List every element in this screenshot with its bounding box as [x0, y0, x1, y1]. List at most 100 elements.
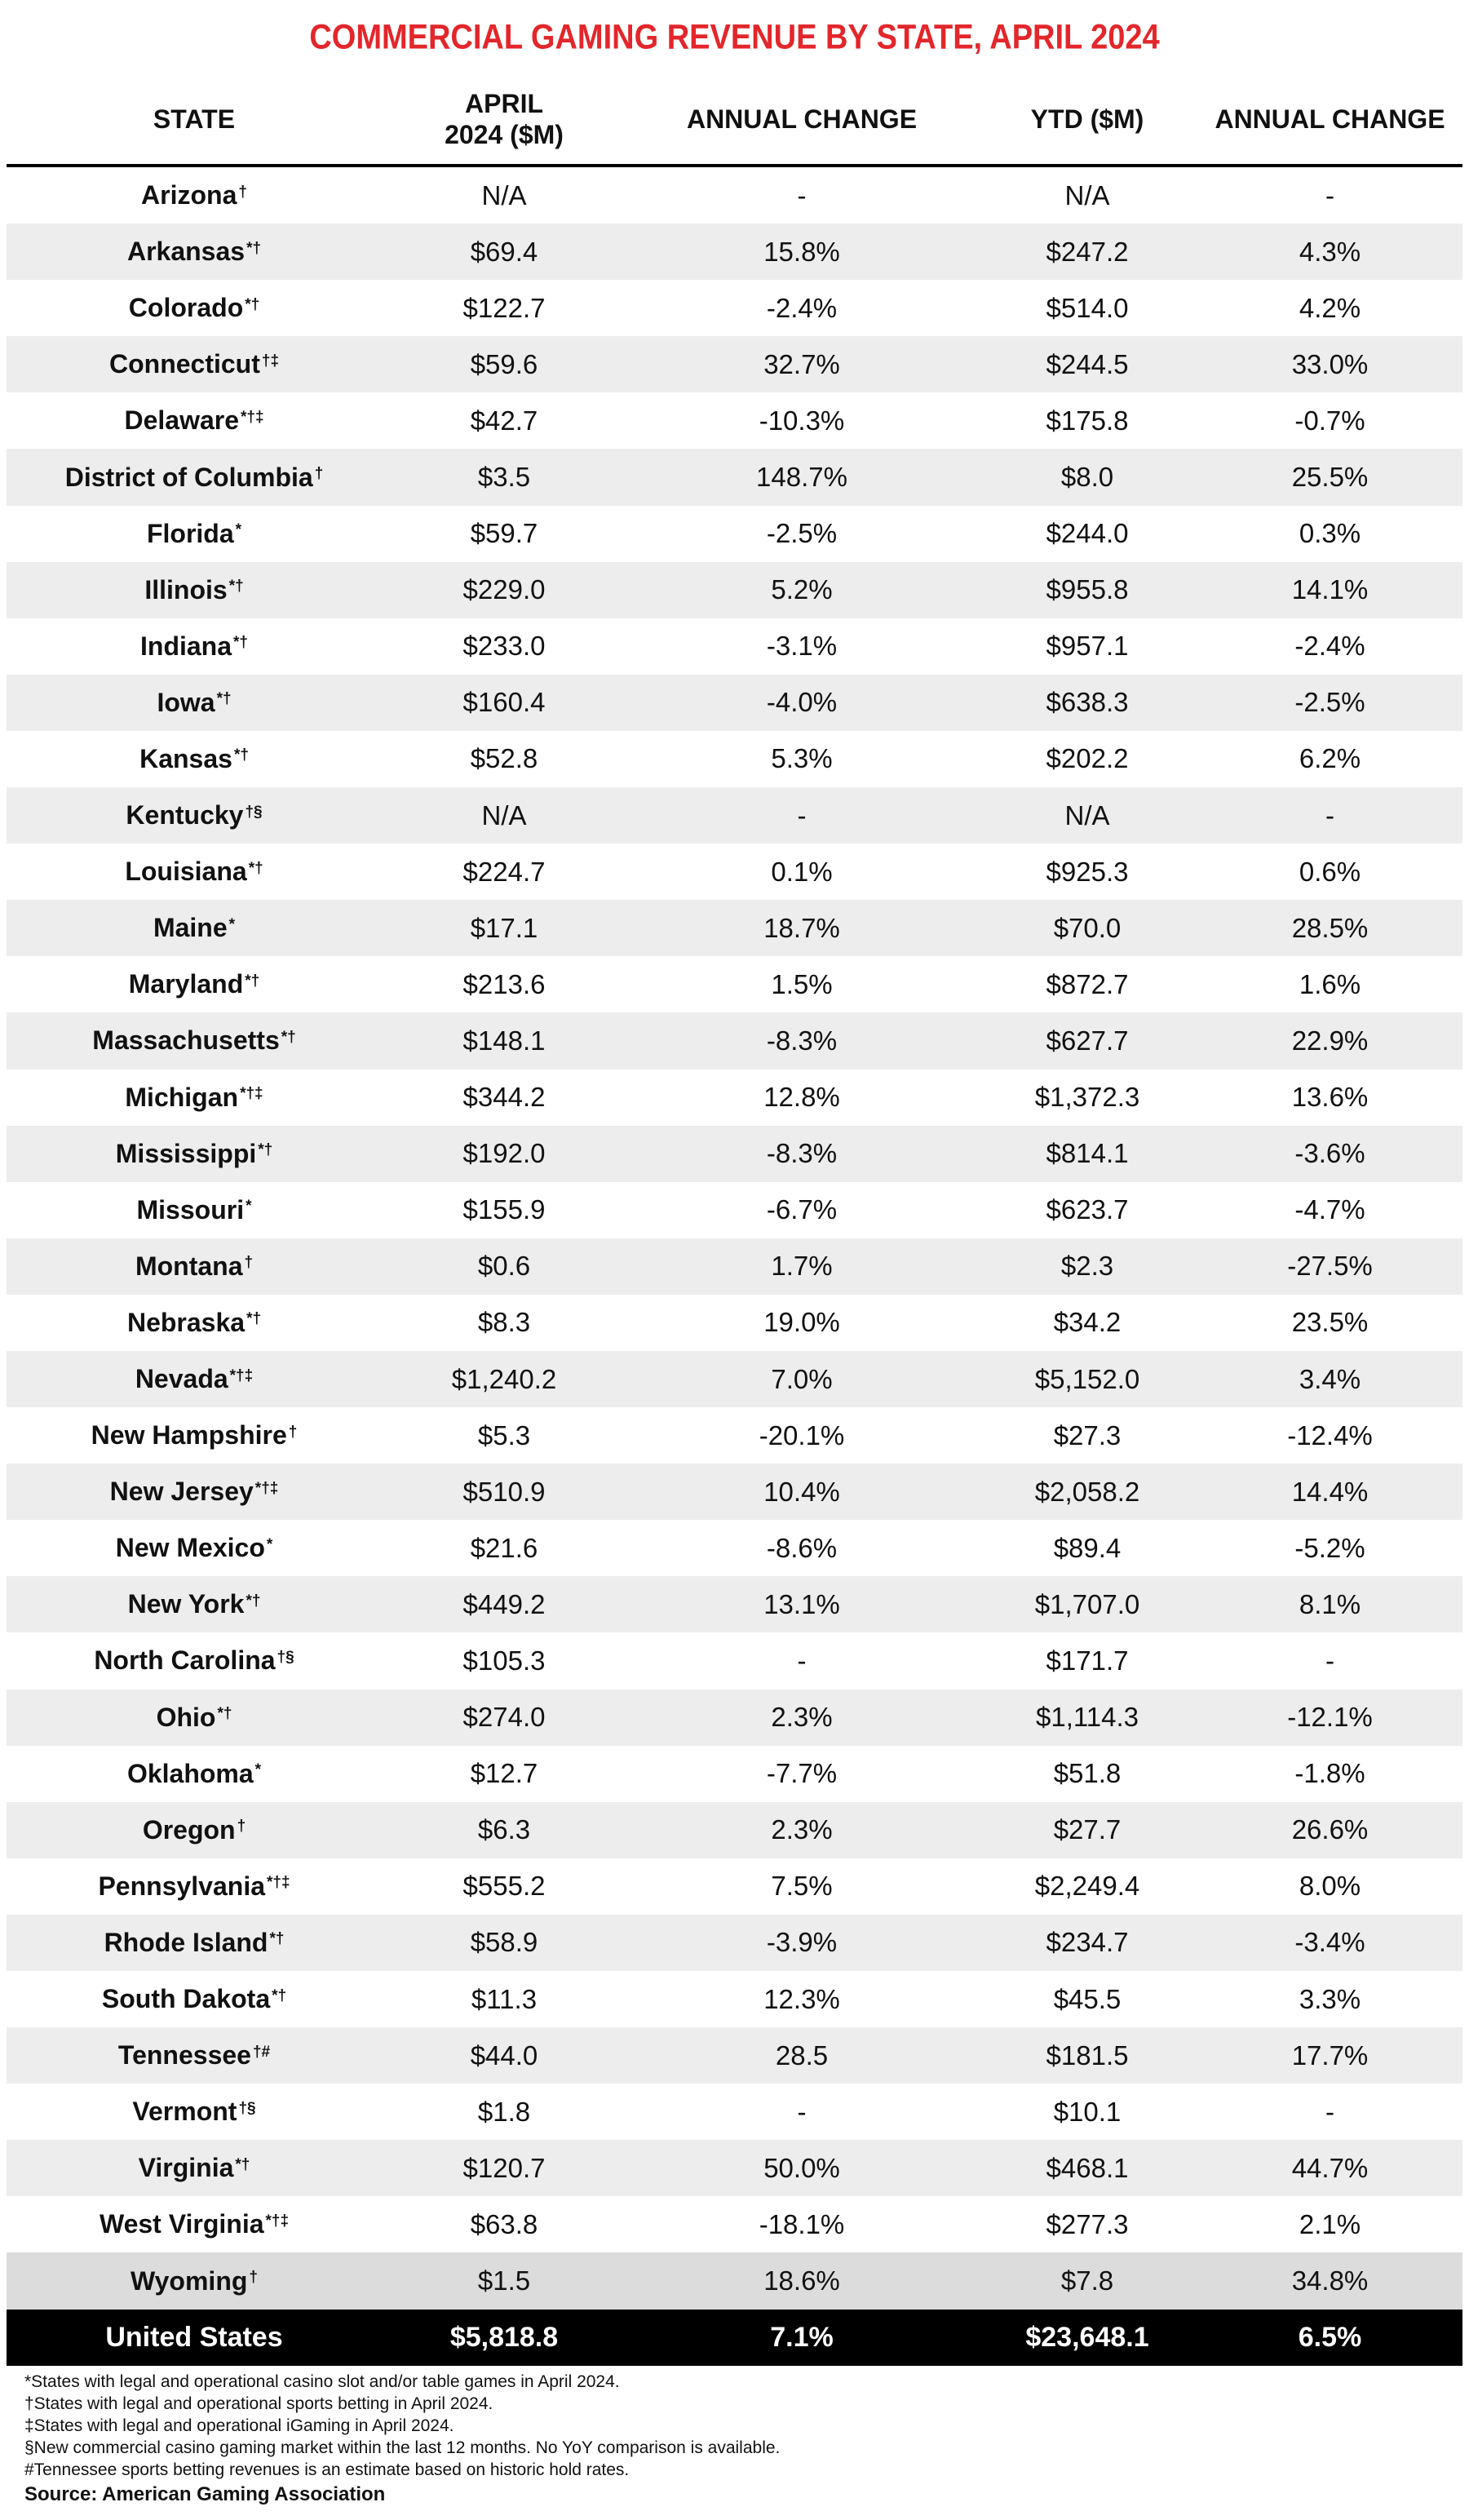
ytd-revenue-cell: $1,114.3: [1035, 1702, 1139, 1733]
state-cell: Tennessee †#: [7, 2027, 382, 2084]
state-cell: Arkansas *†: [7, 224, 382, 280]
table-row: Nebraska *† $8.3 19.0% $34.2 23.5%: [7, 1295, 1462, 1351]
state-name: Ohio: [156, 1702, 216, 1732]
state-name: District of Columbia: [64, 462, 313, 492]
ytd-revenue-cell: $234.7: [1046, 1927, 1129, 1958]
ytd-change-cell: 1.6%: [1299, 968, 1361, 999]
ytd-revenue-cell: $925.3: [1046, 856, 1129, 887]
table-row: Kansas *† $52.8 5.3% $202.2 6.2%: [7, 731, 1462, 787]
table-row: Florida * $59.7 -2.5% $244.0 0.3%: [7, 506, 1462, 562]
state-cell: Maine *: [7, 900, 382, 956]
ytd-revenue-cell: $7.8: [1060, 2265, 1114, 2296]
table-row: Wyoming † $1.5 18.6% $7.8 34.8%: [7, 2252, 1462, 2310]
footnote-marks: †: [238, 183, 247, 201]
april-revenue-cell: $8.3: [477, 1307, 531, 1338]
april-change-cell: -: [797, 1645, 807, 1676]
state-name: Nevada: [135, 1364, 228, 1394]
april-change-cell: 5.2%: [771, 574, 833, 605]
footnote-marks: †: [288, 1423, 298, 1441]
state-cell: District of Columbia †: [7, 449, 382, 505]
state-name: New Mexico: [115, 1533, 265, 1563]
footnote-marks: *†‡: [265, 2212, 290, 2230]
ytd-revenue-cell: $34.2: [1053, 1307, 1122, 1338]
table-row: New York *† $449.2 13.1% $1,707.0 8.1%: [7, 1576, 1462, 1633]
april-change-cell: 18.7%: [763, 912, 840, 943]
ytd-change-cell: 14.4%: [1291, 1476, 1369, 1507]
footnote-marks: *: [235, 521, 242, 539]
state-cell: Arizona †: [7, 167, 382, 224]
footnote-marks: *†‡: [229, 1366, 254, 1384]
april-change-cell: 0.1%: [771, 856, 833, 887]
state-cell: Colorado *†: [7, 280, 382, 336]
footnote-marks: *†: [228, 578, 244, 596]
ytd-change-cell: -: [1325, 179, 1334, 210]
ytd-revenue-cell: $814.1: [1046, 1138, 1129, 1169]
state-cell: United States: [7, 2310, 382, 2366]
april-revenue-cell: N/A: [481, 179, 527, 210]
april-revenue-cell: $555.2: [462, 1871, 546, 1902]
april-change-cell: -6.7%: [766, 1194, 838, 1225]
april-revenue-cell: $5,818.8: [449, 2321, 559, 2353]
april-revenue-cell: $12.7: [470, 1758, 538, 1789]
april-revenue-cell: $59.7: [470, 518, 538, 549]
ytd-change-cell: 6.5%: [1298, 2321, 1362, 2353]
ytd-revenue-cell: $2,249.4: [1034, 1871, 1140, 1902]
april-change-cell: 12.8%: [763, 1082, 840, 1113]
state-name: Delaware: [124, 405, 239, 436]
table-row: Ohio *† $274.0 2.3% $1,114.3 -12.1%: [7, 1689, 1462, 1746]
state-name: Tennessee: [117, 2040, 251, 2070]
april-change-cell: -: [797, 2096, 807, 2127]
table-row: New Jersey *†‡ $510.9 10.4% $2,058.2 14.4%: [7, 1464, 1462, 1521]
ytd-revenue-cell: $5,152.0: [1034, 1363, 1140, 1394]
state-name: Pennsylvania: [98, 1871, 265, 1901]
april-revenue-cell: $155.9: [462, 1194, 546, 1225]
state-name: Nebraska: [126, 1307, 246, 1337]
april-revenue-cell: $213.6: [462, 968, 546, 999]
table-row: Michigan *†‡ $344.2 12.8% $1,372.3 13.6%: [7, 1070, 1462, 1126]
table-row: Pennsylvania *†‡ $555.2 7.5% $2,249.4 8.0%: [7, 1858, 1462, 1915]
ytd-revenue-cell: $23,648.1: [1025, 2321, 1149, 2353]
state-cell: Virginia *†: [7, 2140, 382, 2196]
april-revenue-cell: $58.9: [470, 1927, 538, 1958]
ytd-revenue-cell: $1,372.3: [1034, 1082, 1140, 1113]
table-header: STATE APRIL 2024 ($M) ANNUAL CHANGE YTD …: [0, 75, 1469, 163]
ytd-revenue-cell: $623.7: [1046, 1194, 1129, 1225]
ytd-change-cell: 2.1%: [1299, 2208, 1361, 2239]
ytd-revenue-cell: $27.3: [1053, 1419, 1122, 1450]
ytd-change-cell: 4.2%: [1299, 292, 1361, 323]
ytd-change-cell: 0.6%: [1299, 856, 1361, 887]
footnote-sports-betting: †States with legal and operational sport…: [24, 2394, 493, 2413]
ytd-revenue-cell: $955.8: [1046, 574, 1129, 605]
ytd-revenue-cell: $2.3: [1060, 1251, 1114, 1282]
ytd-revenue-cell: $872.7: [1046, 968, 1129, 999]
ytd-change-cell: -12.1%: [1287, 1702, 1373, 1733]
ytd-revenue-cell: $244.5: [1046, 348, 1129, 379]
april-revenue-cell: $3.5: [477, 462, 531, 493]
april-change-cell: -4.0%: [766, 687, 838, 718]
april-revenue-cell: $274.0: [462, 1702, 546, 1733]
state-cell: Nebraska *†: [7, 1295, 382, 1351]
state-cell: Vermont †§: [7, 2084, 382, 2140]
state-name: Arkansas: [126, 237, 246, 267]
ytd-change-cell: -0.7%: [1294, 405, 1365, 436]
ytd-change-cell: 22.9%: [1291, 1025, 1369, 1056]
footnote-new-market: §New commercial casino gaming market wit…: [24, 2438, 781, 2457]
table-row: West Virginia *†‡ $63.8 -18.1% $277.3 2.1%: [7, 2196, 1462, 2252]
footnote-marks: †‡: [261, 352, 280, 370]
table-row: Tennessee †# $44.0 28.5 $181.5 17.7%: [7, 2027, 1462, 2084]
ytd-revenue-cell: $70.0: [1053, 912, 1122, 943]
state-cell: Rhode Island *†: [7, 1915, 382, 1971]
ytd-change-cell: 13.6%: [1291, 1082, 1369, 1113]
april-revenue-cell: $42.7: [470, 405, 538, 436]
ytd-change-cell: -4.7%: [1294, 1194, 1365, 1225]
april-change-cell: 50.0%: [763, 2152, 840, 2183]
table-row: Nevada *†‡ $1,240.2 7.0% $5,152.0 3.4%: [7, 1350, 1462, 1408]
ytd-revenue-cell: N/A: [1064, 799, 1110, 830]
ytd-revenue-cell: $10.1: [1053, 2096, 1122, 2127]
state-cell: Massachusetts *†: [7, 1012, 382, 1069]
ytd-revenue-cell: $8.0: [1060, 462, 1114, 493]
april-revenue-cell: $192.0: [462, 1138, 546, 1169]
state-name: Kansas: [139, 743, 232, 773]
table-row: Kentucky †§ N/A - N/A -: [7, 787, 1462, 844]
state-cell: Louisiana *†: [7, 844, 382, 900]
